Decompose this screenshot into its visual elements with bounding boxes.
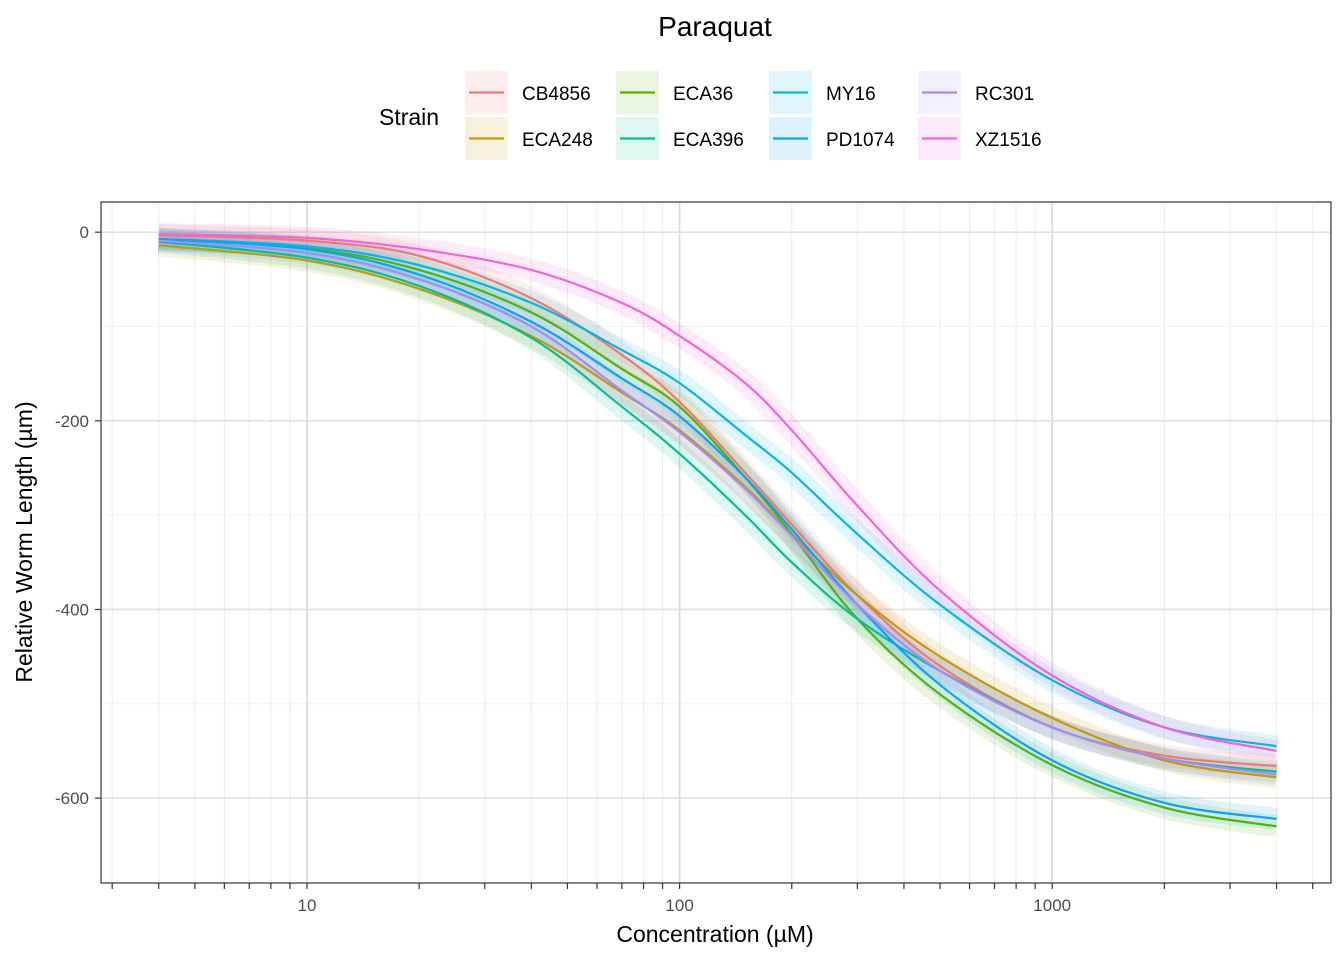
x-tick-label: 10	[298, 896, 317, 915]
legend-item-RC301: RC301	[918, 71, 1034, 114]
minor-gridlines	[101, 202, 1331, 883]
plot-panel	[101, 202, 1331, 883]
legend-label: RC301	[975, 84, 1034, 105]
legend-label: MY16	[826, 84, 876, 105]
major-gridlines	[101, 202, 1331, 883]
plot-title: Paraquat	[658, 11, 772, 42]
legend: Strain CB4856 ECA248 ECA36 ECA396 MY16 PD1074 R…	[379, 71, 1042, 160]
legend-item-PD1074: PD1074	[769, 117, 895, 160]
plot-border	[100, 201, 1332, 884]
y-axis: 0 -200 -400 -600	[55, 223, 101, 808]
y-tick-label: -600	[55, 789, 89, 808]
series-line-XZ1516	[158, 232, 1277, 753]
y-axis-title: Relative Worm Length (µm)	[11, 401, 37, 682]
legend-label: PD1074	[826, 130, 895, 151]
legend-item-ECA396: ECA396	[616, 117, 744, 160]
y-tick-label: 0	[80, 223, 89, 242]
x-axis-title: Concentration (µM)	[616, 921, 813, 947]
legend-label: ECA396	[673, 130, 744, 151]
legend-item-MY16: MY16	[769, 71, 876, 114]
legend-label: ECA248	[522, 130, 593, 151]
series-line-RC301	[158, 239, 1277, 776]
legend-label: CB4856	[522, 84, 591, 105]
x-tick-label: 1000	[1033, 896, 1071, 915]
legend-item-CB4856: CB4856	[465, 71, 591, 114]
series-line-MY16	[158, 237, 1277, 748]
legend-label: XZ1516	[975, 130, 1042, 151]
y-tick-label: -400	[55, 600, 89, 619]
x-axis: 10 100 1000	[111, 883, 1314, 915]
x-tick-label: 100	[665, 896, 693, 915]
legend-title: Strain	[379, 104, 439, 130]
series-lines	[158, 232, 1277, 828]
series-line-PD1074	[158, 237, 1277, 820]
legend-item-XZ1516: XZ1516	[918, 117, 1042, 160]
legend-item-ECA248: ECA248	[465, 117, 593, 160]
legend-label: ECA36	[673, 84, 733, 105]
y-tick-label: -200	[55, 412, 89, 431]
legend-item-ECA36: ECA36	[616, 71, 733, 114]
series-line-ECA248	[158, 244, 1277, 779]
